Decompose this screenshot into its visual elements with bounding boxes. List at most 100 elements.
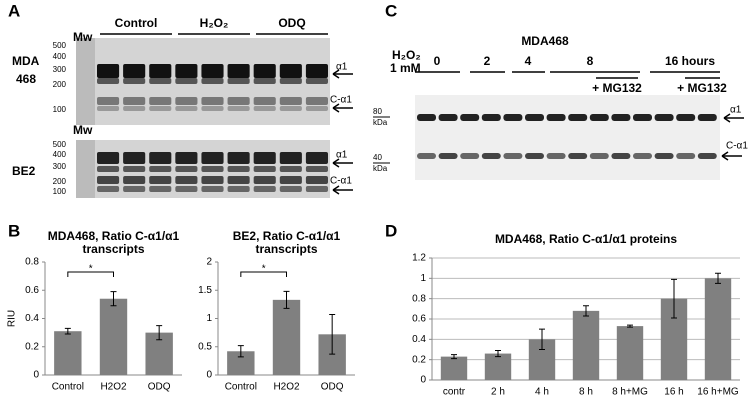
band [123, 64, 146, 78]
band [201, 106, 224, 111]
band [227, 64, 250, 78]
band [676, 153, 696, 159]
band [460, 114, 480, 121]
gel-lane-label: Mw [73, 30, 93, 44]
y-tick-label: 0.4 [412, 334, 426, 345]
chart-title: MDA468, Ratio C-α1/α1 proteins [495, 232, 677, 246]
marker: 80 [373, 107, 382, 116]
band [175, 64, 198, 78]
band [201, 166, 224, 172]
band [253, 97, 276, 105]
band [227, 176, 250, 184]
y-tick-label: 0.4 [25, 313, 39, 324]
ladder [76, 38, 95, 125]
x-tick-label: Control [52, 382, 84, 393]
chart-title: transcripts [255, 242, 317, 256]
bar [54, 331, 82, 375]
x-tick-label: 2 h [491, 387, 505, 398]
band [481, 153, 501, 159]
error-bar [329, 314, 336, 355]
band [279, 152, 302, 164]
band-label: C-α1 [726, 141, 748, 152]
y-tick-label: 1 [420, 273, 426, 284]
x-tick-label: 16 h+MG [697, 387, 739, 398]
band [201, 176, 224, 184]
band [611, 114, 631, 121]
band [279, 78, 302, 84]
band [123, 78, 146, 84]
band [123, 166, 146, 172]
band [175, 78, 198, 84]
band [417, 114, 436, 121]
band [175, 176, 198, 184]
band [253, 78, 276, 84]
band [175, 106, 198, 111]
band [97, 186, 120, 192]
y-tick-label: 0.5 [198, 341, 212, 352]
panel-label: D [385, 221, 397, 240]
band [123, 186, 146, 192]
error-bar [671, 278, 677, 319]
band [149, 78, 172, 84]
band [305, 78, 328, 84]
band [123, 176, 146, 184]
band [227, 78, 250, 84]
band [201, 64, 224, 78]
chart-title: transcripts [82, 242, 144, 256]
band [97, 64, 120, 78]
band [227, 97, 250, 105]
band [676, 114, 696, 121]
band [697, 114, 717, 121]
error-bar [283, 290, 290, 309]
band [633, 153, 652, 159]
x-tick-label: H2O2 [100, 382, 127, 393]
time-label: 0 [434, 54, 441, 68]
bar [572, 310, 600, 380]
band [417, 153, 436, 159]
band [149, 106, 172, 111]
error-bar [583, 305, 589, 317]
error-bar [64, 327, 71, 335]
band [227, 106, 250, 111]
chart-title: BE2, Ratio C-α1/α1 [233, 229, 341, 243]
y-axis-label: RIU [7, 310, 18, 327]
bar [272, 299, 301, 375]
panel-label: A [8, 1, 20, 20]
error-bar [237, 345, 244, 358]
y-tick-label: 0.2 [412, 354, 426, 365]
bar [484, 353, 512, 380]
arrow-head [332, 185, 340, 195]
band [253, 106, 276, 111]
treatment: 1 mM [390, 61, 421, 75]
ladder-label: 400 [53, 150, 67, 159]
band [201, 152, 224, 164]
band [123, 106, 146, 111]
arrow-head [332, 103, 340, 113]
band [654, 114, 674, 121]
band [97, 152, 120, 164]
band [305, 152, 328, 164]
band [589, 114, 609, 121]
x-tick-label: 16 h [664, 387, 683, 398]
x-tick-label: 8 h [579, 387, 593, 398]
error-bar [451, 354, 457, 360]
ladder-label: 200 [53, 177, 67, 186]
ladder-label: 100 [53, 187, 67, 196]
marker: kDa [373, 118, 388, 127]
y-tick-label: 0 [420, 375, 426, 386]
band [279, 166, 302, 172]
band [149, 97, 172, 105]
arrow-head [723, 113, 731, 123]
band [460, 153, 480, 159]
bar [440, 356, 468, 380]
blot-title: MDA468 [521, 34, 569, 48]
band [149, 152, 172, 164]
band [253, 64, 276, 78]
band [481, 114, 501, 121]
marker: 40 [373, 153, 382, 162]
band [253, 166, 276, 172]
y-tick-label: 0.6 [412, 314, 426, 325]
treatment: H₂O₂ [392, 48, 421, 62]
band [697, 153, 717, 159]
